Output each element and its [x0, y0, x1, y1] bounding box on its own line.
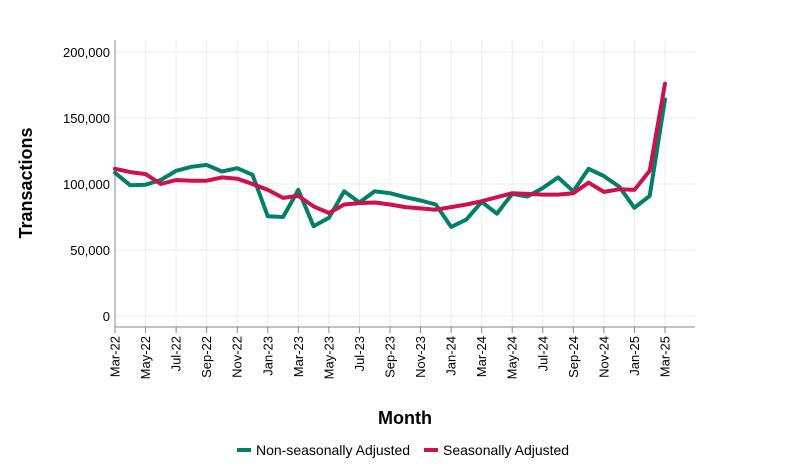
y-axis: 0 50,000 100,000 150,000 200,000 [63, 40, 116, 327]
legend-item-seasonally-adjusted: Seasonally Adjusted [424, 442, 569, 458]
x-tick-label: Mar-22 [108, 336, 123, 377]
x-tick-label: Nov-23 [413, 336, 428, 378]
x-tick-label: Mar-23 [291, 336, 306, 377]
legend-label-non-seasonally-adjusted: Non-seasonally Adjusted [256, 442, 410, 458]
x-tick-label: May-24 [505, 336, 520, 379]
x-tick-label: May-22 [138, 336, 153, 379]
x-tick-label: Jul-22 [169, 336, 184, 371]
x-tick-label: Jan-25 [627, 336, 642, 376]
x-axis: Mar-22 May-22 Jul-22 Sep-22 Nov-22 Jan-23 Mar-… [108, 326, 695, 379]
legend: Non-seasonally Adjusted Seasonally Adjus… [237, 442, 569, 458]
x-tick-label: Jan-24 [444, 336, 459, 376]
x-tick-label: Nov-22 [230, 336, 245, 378]
x-axis-title: Month [378, 408, 432, 428]
y-tick-label: 150,000 [63, 111, 110, 126]
x-tick-label: Mar-24 [474, 336, 489, 377]
y-tick-label: 200,000 [63, 45, 110, 60]
series-line-seasonally-adjusted [113, 81, 667, 215]
legend-item-non-seasonally-adjusted: Non-seasonally Adjusted [237, 442, 410, 458]
series-lines [113, 81, 667, 229]
x-tick-label: May-23 [321, 336, 336, 379]
x-tick-label: Sep-22 [199, 336, 214, 378]
y-tick-label: 0 [103, 309, 110, 324]
x-tick-label: Jul-23 [352, 336, 367, 371]
legend-label-seasonally-adjusted: Seasonally Adjusted [443, 442, 569, 458]
x-tick-label: Jan-23 [260, 336, 275, 376]
x-tick-label: Sep-23 [383, 336, 398, 378]
x-tick-label: Jul-24 [535, 336, 550, 371]
x-tick-label: Sep-24 [566, 336, 581, 378]
y-axis-title: Transactions [16, 127, 36, 238]
gridlines [114, 40, 695, 327]
x-tick-label: Nov-24 [596, 336, 611, 378]
x-tick-label: Mar-25 [658, 336, 673, 377]
y-tick-label: 50,000 [70, 243, 110, 258]
y-tick-label: 100,000 [63, 177, 110, 192]
